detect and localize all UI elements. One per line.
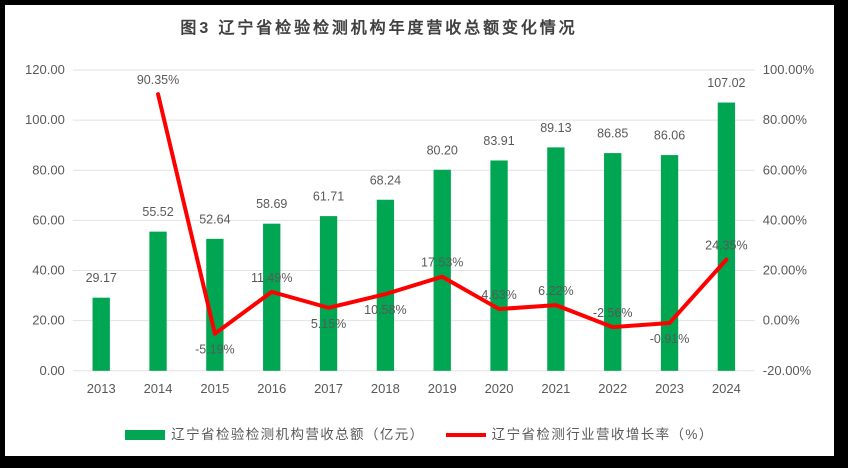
svg-text:-2.56%: -2.56% — [593, 306, 633, 320]
svg-text:68.24: 68.24 — [370, 173, 401, 187]
svg-text:80.20: 80.20 — [427, 143, 458, 157]
svg-text:2017: 2017 — [314, 381, 343, 396]
svg-text:120.00: 120.00 — [25, 62, 65, 77]
svg-text:100.00%: 100.00% — [763, 62, 815, 77]
svg-text:2014: 2014 — [144, 381, 173, 396]
svg-text:52.64: 52.64 — [199, 212, 230, 226]
svg-text:55.52: 55.52 — [142, 205, 173, 219]
svg-text:2019: 2019 — [428, 381, 457, 396]
svg-text:24.35%: 24.35% — [705, 239, 747, 253]
svg-text:29.17: 29.17 — [86, 271, 117, 285]
svg-text:2013: 2013 — [87, 381, 116, 396]
svg-text:-5.19%: -5.19% — [195, 343, 235, 357]
svg-text:2020: 2020 — [485, 381, 514, 396]
svg-text:40.00%: 40.00% — [763, 212, 808, 227]
svg-text:60.00%: 60.00% — [763, 162, 808, 177]
svg-text:10.58%: 10.58% — [364, 303, 406, 317]
svg-text:58.69: 58.69 — [256, 197, 287, 211]
svg-text:17.53%: 17.53% — [421, 256, 463, 270]
svg-text:0.00: 0.00 — [39, 363, 64, 378]
svg-text:60.00: 60.00 — [32, 212, 65, 227]
svg-text:20.00: 20.00 — [32, 313, 65, 328]
svg-text:-0.91%: -0.91% — [650, 332, 690, 346]
svg-text:2021: 2021 — [541, 381, 570, 396]
svg-text:-20.00%: -20.00% — [763, 363, 812, 378]
svg-text:100.00: 100.00 — [25, 112, 65, 127]
svg-text:11.49%: 11.49% — [251, 271, 292, 285]
svg-text:83.91: 83.91 — [483, 134, 514, 148]
svg-text:89.13: 89.13 — [540, 121, 571, 135]
svg-text:40.00: 40.00 — [32, 263, 65, 278]
svg-text:2015: 2015 — [200, 381, 229, 396]
svg-text:107.02: 107.02 — [707, 76, 745, 90]
svg-text:20.00%: 20.00% — [763, 263, 808, 278]
svg-text:2018: 2018 — [371, 381, 400, 396]
svg-text:86.06: 86.06 — [654, 129, 685, 143]
svg-text:80.00: 80.00 — [32, 162, 65, 177]
svg-text:2024: 2024 — [712, 381, 741, 396]
svg-text:2016: 2016 — [257, 381, 286, 396]
svg-text:80.00%: 80.00% — [763, 112, 808, 127]
svg-text:0.00%: 0.00% — [763, 313, 800, 328]
svg-text:90.35%: 90.35% — [137, 73, 179, 87]
svg-text:61.71: 61.71 — [313, 190, 344, 204]
svg-text:2022: 2022 — [598, 381, 627, 396]
svg-text:4.63%: 4.63% — [481, 288, 516, 302]
svg-text:6.22%: 6.22% — [538, 284, 573, 298]
svg-text:86.85: 86.85 — [597, 127, 628, 141]
svg-text:2023: 2023 — [655, 381, 684, 396]
svg-text:5.15%: 5.15% — [311, 317, 346, 331]
